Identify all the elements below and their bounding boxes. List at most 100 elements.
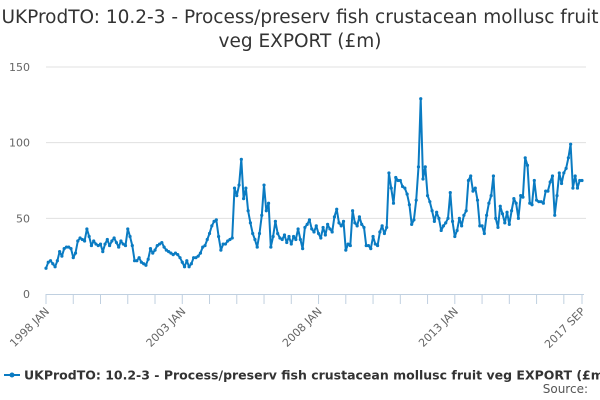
- data-point: [435, 210, 439, 214]
- data-point: [319, 236, 323, 240]
- data-point: [380, 224, 384, 228]
- data-point: [189, 262, 193, 266]
- data-point: [194, 256, 198, 260]
- data-point: [546, 189, 550, 193]
- data-point: [280, 237, 284, 242]
- data-point: [55, 259, 59, 263]
- data-point: [469, 174, 473, 178]
- data-point: [375, 243, 380, 248]
- data-point: [67, 245, 71, 249]
- data-point: [160, 240, 164, 245]
- data-point: [507, 222, 511, 226]
- data-point: [305, 222, 309, 226]
- data-point: [123, 243, 128, 248]
- data-point: [534, 198, 539, 202]
- data-point: [396, 178, 400, 183]
- data-point: [223, 242, 228, 246]
- data-point: [112, 236, 116, 240]
- data-point: [58, 250, 62, 254]
- data-point: [146, 257, 150, 261]
- data-point: [475, 198, 480, 202]
- data-point: [244, 186, 248, 190]
- data-point: [400, 184, 405, 189]
- data-point: [339, 224, 343, 228]
- x-tick-label: 2017 SEP: [542, 305, 588, 351]
- data-point: [248, 221, 253, 225]
- data-point: [509, 209, 514, 213]
- data-point: [92, 239, 96, 243]
- source-label: Source:: [542, 382, 588, 396]
- data-point: [323, 233, 327, 237]
- data-point: [264, 209, 268, 213]
- data-point: [437, 216, 441, 220]
- data-point: [460, 224, 464, 228]
- data-point: [353, 221, 357, 225]
- data-point: [496, 225, 500, 230]
- data-point: [480, 224, 484, 228]
- data-point: [178, 256, 182, 260]
- data-point: [389, 186, 393, 190]
- data-point: [328, 227, 332, 231]
- data-point: [185, 259, 189, 263]
- data-point: [192, 256, 196, 260]
- data-point: [559, 181, 564, 186]
- data-point: [453, 234, 457, 239]
- data-point: [117, 245, 121, 249]
- data-point: [282, 233, 287, 237]
- data-point: [550, 174, 555, 178]
- data-point: [578, 178, 582, 183]
- data-point: [341, 219, 346, 223]
- data-point: [450, 219, 455, 223]
- data-point: [553, 213, 557, 217]
- data-point: [337, 221, 341, 225]
- data-point: [76, 239, 80, 243]
- data-point: [187, 265, 191, 269]
- data-point: [246, 209, 250, 213]
- data-point: [321, 225, 325, 230]
- data-point: [253, 237, 257, 242]
- data-point: [330, 230, 334, 234]
- data-point: [410, 222, 414, 226]
- data-point: [114, 240, 119, 245]
- data-point: [46, 260, 50, 264]
- data-point: [405, 192, 409, 196]
- data-point: [403, 186, 407, 190]
- data-point: [444, 221, 448, 225]
- data-point: [73, 251, 78, 255]
- data-point: [473, 186, 477, 190]
- data-point: [119, 239, 123, 243]
- data-point: [548, 180, 552, 184]
- data-point: [466, 178, 471, 183]
- data-point: [462, 213, 466, 217]
- data-point: [214, 218, 218, 222]
- data-point: [148, 247, 153, 251]
- data-point: [89, 243, 94, 248]
- data-point: [446, 216, 450, 220]
- data-point: [391, 201, 396, 205]
- data-point: [87, 234, 91, 239]
- data-point: [562, 171, 566, 175]
- data-point: [96, 243, 100, 248]
- x-tick-label: 2013 JAN: [416, 305, 461, 350]
- data-point: [101, 250, 105, 254]
- data-point: [241, 197, 246, 201]
- data-point: [157, 242, 162, 246]
- data-point: [532, 178, 536, 183]
- data-point: [51, 262, 55, 266]
- data-point: [60, 254, 64, 258]
- data-point: [210, 224, 214, 228]
- data-point: [332, 215, 337, 219]
- data-point: [201, 245, 205, 249]
- data-point: [489, 194, 493, 198]
- data-point: [430, 209, 434, 213]
- data-point: [291, 234, 296, 239]
- data-point: [557, 171, 561, 175]
- data-point: [512, 197, 516, 201]
- data-point: [425, 194, 430, 198]
- data-point: [441, 224, 446, 228]
- data-point: [566, 156, 570, 160]
- data-point: [103, 242, 107, 246]
- data-point: [312, 230, 316, 234]
- data-point: [271, 234, 275, 239]
- y-tick-label: 50: [16, 212, 30, 225]
